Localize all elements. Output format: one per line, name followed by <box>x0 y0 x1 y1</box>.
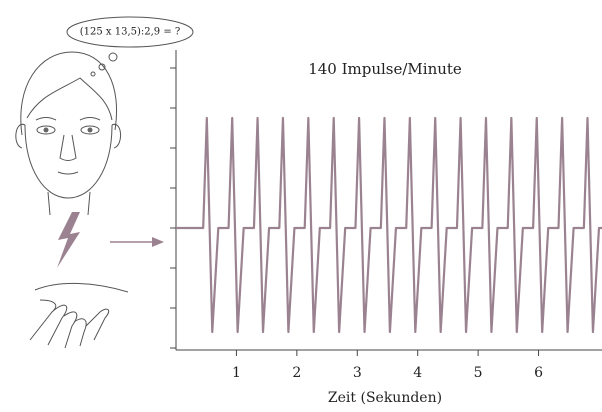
signal-line <box>176 116 602 334</box>
pupil <box>43 127 49 133</box>
x-tick-label: 4 <box>413 365 422 381</box>
bubble-dot <box>90 71 96 77</box>
thought-bubble <box>66 16 194 48</box>
bubble-dot <box>108 52 118 62</box>
eye <box>80 125 100 135</box>
neck <box>47 191 91 216</box>
mouth <box>57 171 79 175</box>
eye <box>36 125 56 135</box>
pupil <box>87 127 93 133</box>
arrow-head <box>152 237 164 247</box>
x-tick-label: 1 <box>232 365 241 381</box>
x-axis-label: Zeit (Sekunden) <box>328 390 442 406</box>
ears <box>15 123 121 149</box>
x-tick-label: 3 <box>353 365 362 381</box>
lightning <box>57 212 80 268</box>
x-tick-label: 2 <box>292 365 301 381</box>
x-tick-label: 6 <box>534 365 543 381</box>
face <box>24 124 113 199</box>
hand <box>29 283 129 349</box>
illustration <box>15 16 194 349</box>
hairline <box>26 77 113 121</box>
thought-text: (125 x 13,5):2,9 = ? <box>80 27 181 38</box>
x-tick-label: 5 <box>474 365 483 381</box>
hair <box>20 51 117 136</box>
nose <box>59 134 77 161</box>
chart-title: 140 Impulse/Minute <box>308 60 462 78</box>
brows <box>35 117 101 121</box>
